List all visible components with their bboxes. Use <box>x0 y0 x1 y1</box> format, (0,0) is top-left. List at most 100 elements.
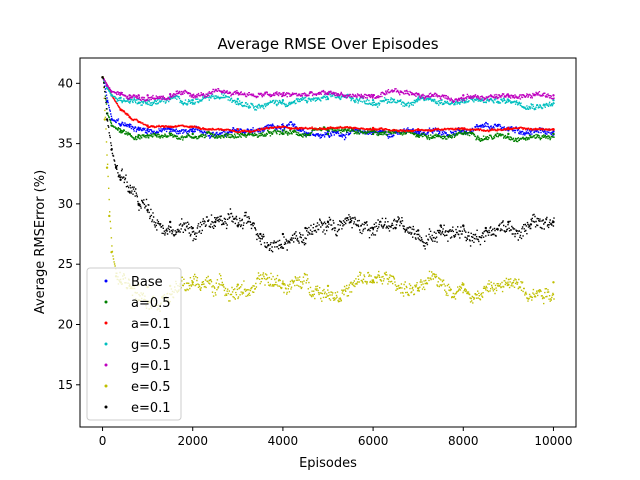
data-point <box>552 127 555 131</box>
data-point <box>146 94 149 97</box>
data-point <box>119 108 122 112</box>
data-point <box>119 130 122 133</box>
data-point <box>507 99 510 102</box>
data-point <box>105 118 109 121</box>
data-point <box>119 178 122 181</box>
legend-label: a=0.5 <box>131 296 171 311</box>
legend-label: a=0.1 <box>131 317 171 332</box>
plot-area <box>101 76 555 312</box>
data-point <box>281 94 285 97</box>
data-point <box>110 124 113 127</box>
data-point <box>281 232 285 236</box>
data-point <box>137 94 140 97</box>
data-point <box>236 97 240 101</box>
x-tick-label: 6000 <box>358 434 389 448</box>
legend-label: g=0.5 <box>131 338 171 353</box>
data-point <box>281 282 285 285</box>
data-point <box>507 126 510 130</box>
data-point <box>326 132 330 136</box>
data-point <box>326 284 330 288</box>
data-point <box>110 90 113 93</box>
data-point <box>416 97 420 101</box>
x-tick-label: 10000 <box>534 434 572 448</box>
series-points <box>102 77 555 134</box>
x-tick-label: 0 <box>99 434 107 448</box>
y-tick-label: 30 <box>58 197 73 211</box>
data-point <box>394 226 397 230</box>
data-point <box>119 96 122 99</box>
chart-title: Average RMSE Over Episodes <box>217 35 438 53</box>
data-point <box>105 86 109 90</box>
data-point <box>108 214 111 218</box>
y-axis: 15 20 25 30 35 40 <box>58 76 80 392</box>
data-point <box>281 132 285 136</box>
data-point <box>119 124 122 127</box>
legend-label: Base <box>131 275 163 290</box>
plot-frame <box>79 57 577 428</box>
data-point <box>137 202 140 206</box>
y-tick-label: 35 <box>58 137 73 151</box>
data-point <box>462 94 465 97</box>
y-tick-label: 25 <box>58 257 73 271</box>
data-point <box>137 126 140 130</box>
series-a=0.1 <box>101 76 555 134</box>
data-point <box>552 94 555 97</box>
legend-marker <box>104 384 108 388</box>
data-point <box>552 220 555 224</box>
legend-label: e=0.5 <box>131 380 171 395</box>
data-point <box>552 99 555 102</box>
data-point <box>326 97 330 101</box>
data-point <box>507 283 510 286</box>
data-point <box>552 130 555 133</box>
data-point <box>214 220 217 224</box>
legend-marker <box>104 279 108 283</box>
data-point <box>236 91 240 95</box>
legend-marker <box>104 300 108 304</box>
series-points <box>102 77 555 141</box>
data-point <box>552 281 555 284</box>
data-point <box>191 125 194 128</box>
data-point <box>462 224 465 227</box>
data-point <box>137 120 140 124</box>
y-tick-label: 20 <box>58 318 73 332</box>
data-point <box>191 132 194 136</box>
y-tick-label: 40 <box>58 76 73 90</box>
data-point <box>281 125 285 128</box>
data-point <box>281 99 285 102</box>
data-point <box>304 226 307 230</box>
x-tick-label: 4000 <box>268 434 299 448</box>
data-point <box>326 126 330 130</box>
y-tick-label: 15 <box>58 378 73 392</box>
data-point <box>105 166 109 169</box>
data-point <box>168 92 172 96</box>
data-point <box>349 220 352 224</box>
data-point <box>128 190 131 194</box>
x-axis-label: Episodes <box>299 456 357 471</box>
data-point <box>462 127 465 131</box>
data-point <box>168 127 172 131</box>
data-point <box>114 166 118 169</box>
legend-marker <box>104 321 108 325</box>
data-point <box>236 224 240 227</box>
data-point <box>105 84 109 87</box>
data-point <box>168 132 172 136</box>
data-point <box>462 283 465 286</box>
data-point <box>236 127 240 131</box>
data-point <box>146 208 149 212</box>
data-point <box>484 226 488 230</box>
legend-marker <box>104 342 108 346</box>
data-point <box>416 92 420 96</box>
legend-box <box>86 267 182 421</box>
legend-label: e=0.1 <box>131 401 171 416</box>
data-point <box>371 226 375 230</box>
data-point <box>119 92 122 96</box>
data-point <box>191 99 194 102</box>
data-point <box>128 115 131 119</box>
x-tick-label: 2000 <box>177 434 208 448</box>
data-point <box>110 250 113 254</box>
data-point <box>168 220 172 224</box>
data-point <box>507 220 510 224</box>
data-point <box>191 94 194 97</box>
data-point <box>146 124 149 127</box>
